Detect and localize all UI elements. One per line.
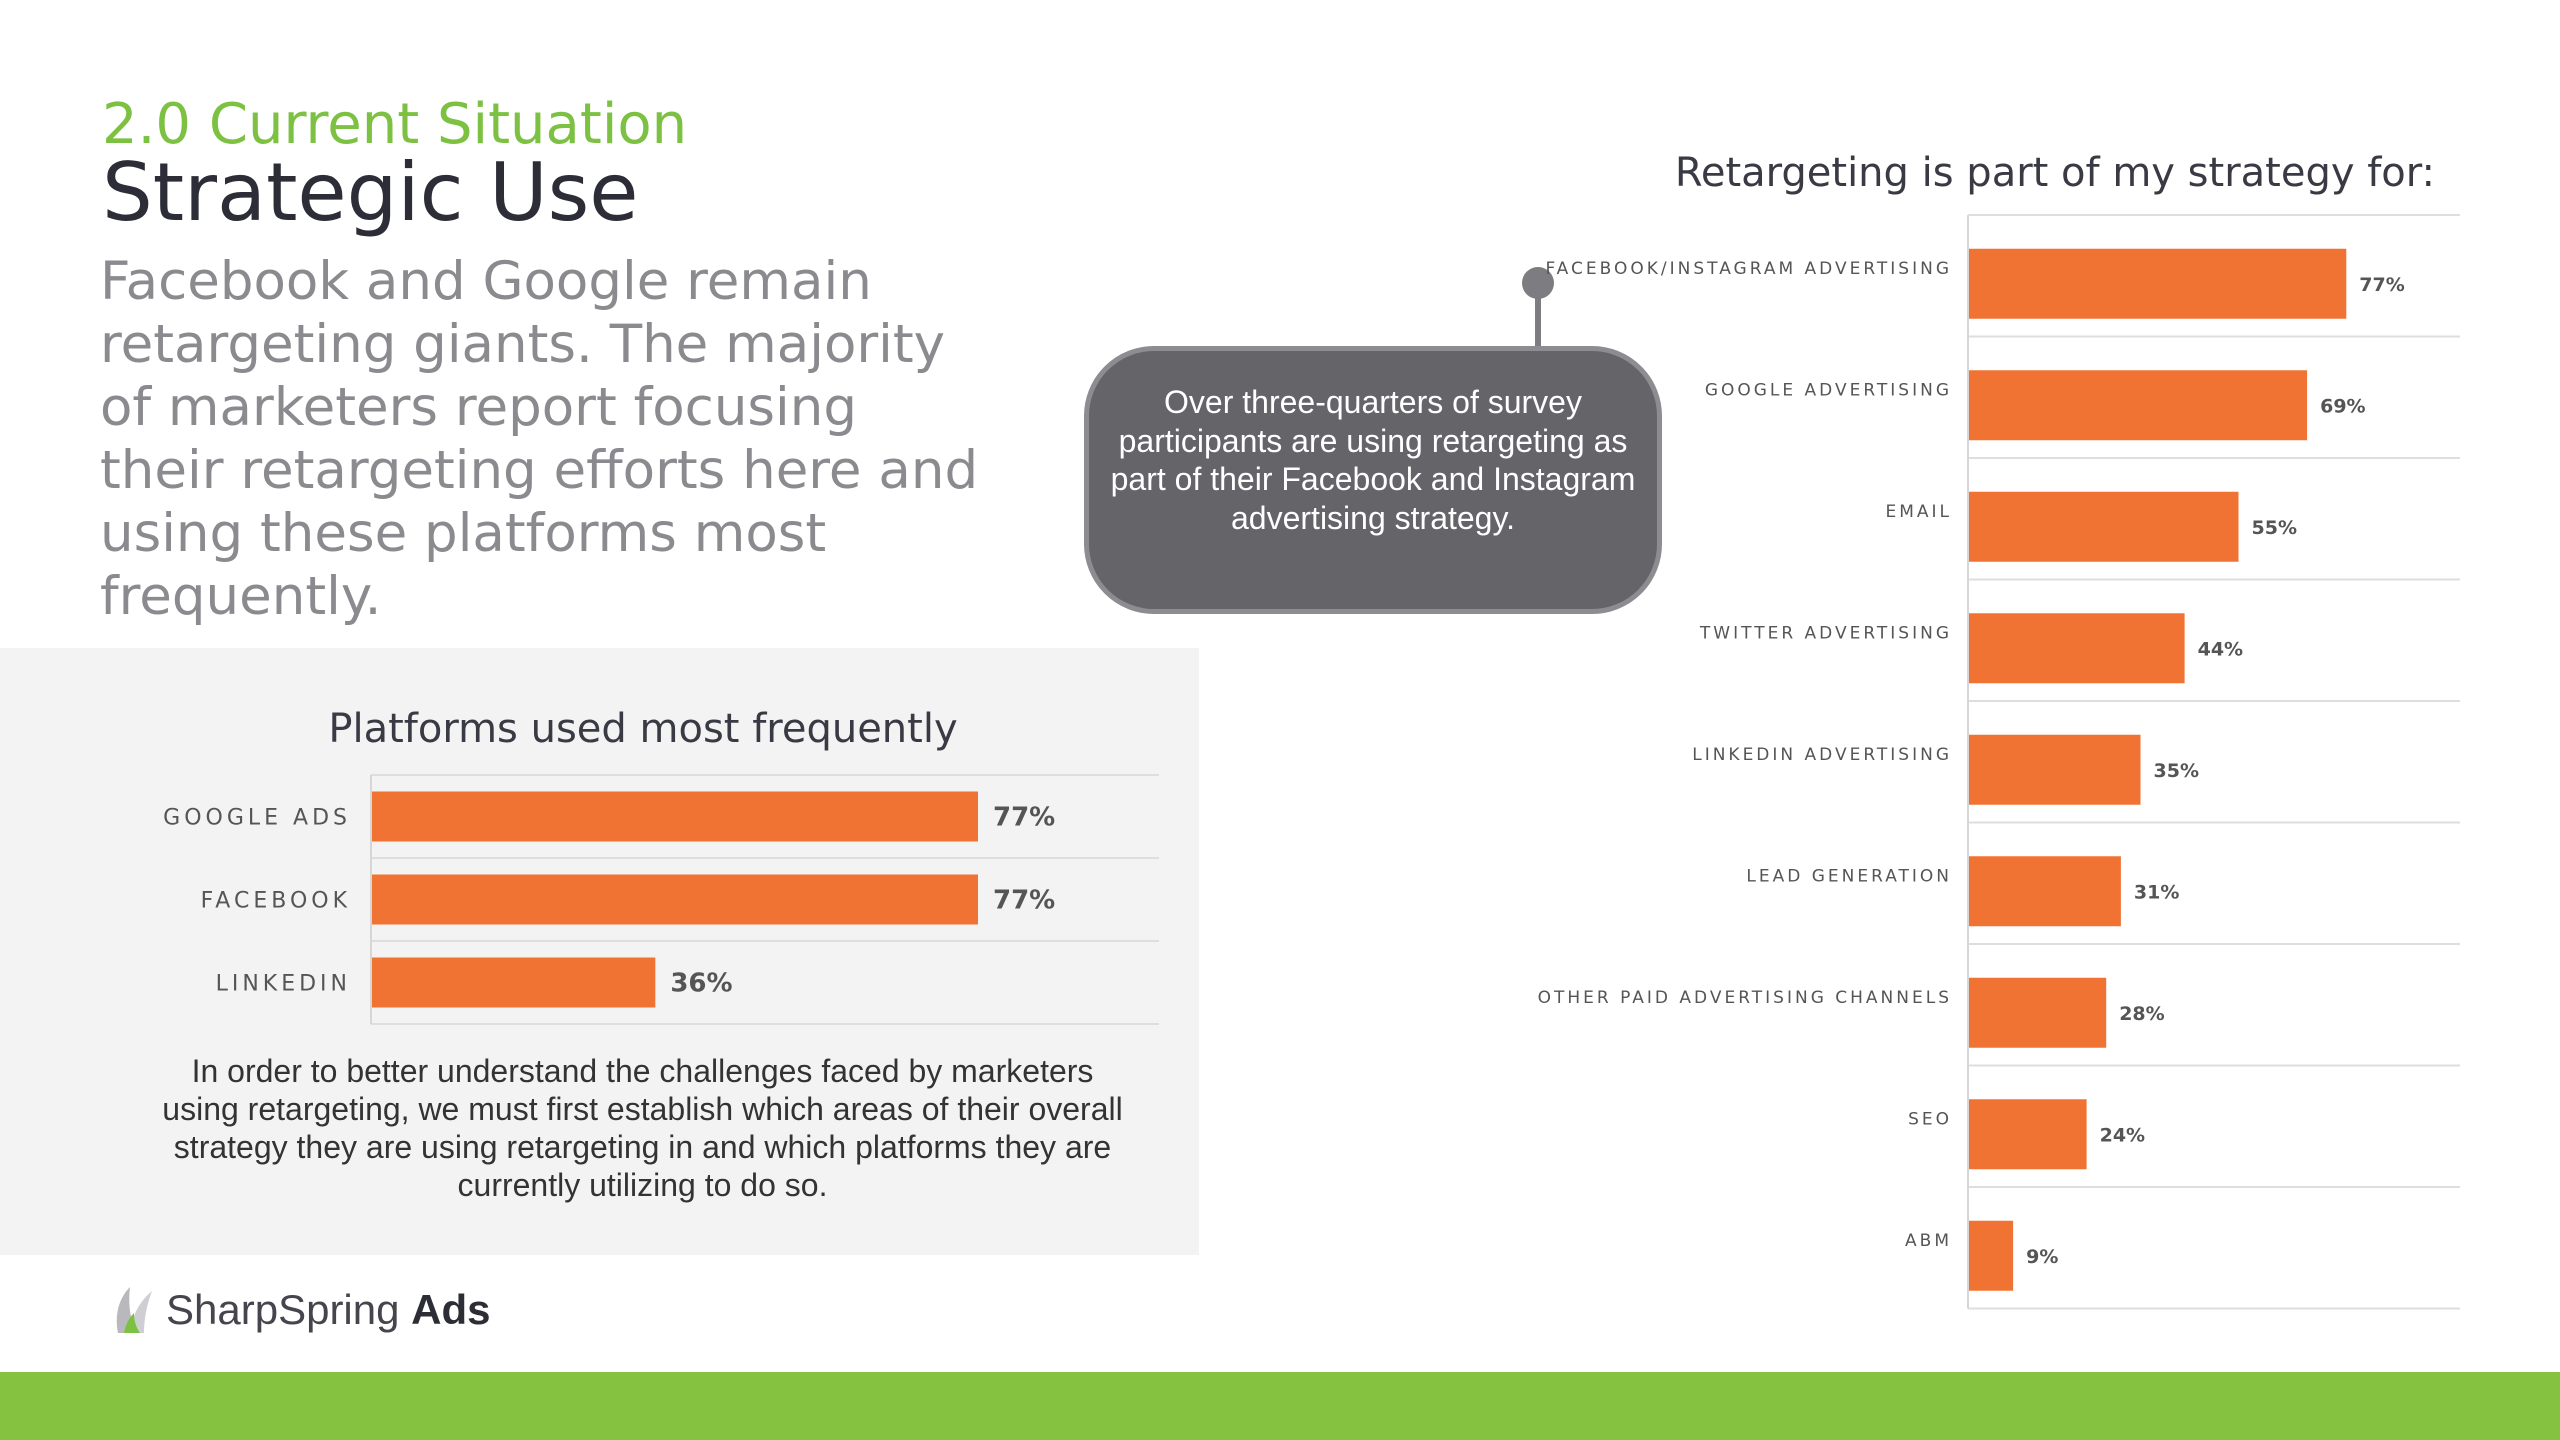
platforms-panel bbox=[0, 648, 1199, 1255]
bar bbox=[1969, 248, 2347, 319]
bar bbox=[1969, 1220, 2014, 1291]
footer-bar bbox=[0, 1372, 2560, 1440]
panel-note: In order to better understand the challe… bbox=[162, 1053, 1123, 1203]
category-label: LEAD GENERATION bbox=[1746, 866, 1952, 886]
bar bbox=[1969, 370, 2308, 441]
category-label: OTHER PAID ADVERTISING CHANNELS bbox=[1538, 988, 1952, 1008]
category-label: GOOGLE ADS bbox=[163, 806, 351, 831]
value-label: 36% bbox=[670, 969, 732, 999]
section-label: 2.0 Current Situation bbox=[102, 92, 688, 157]
strategy-chart: FACEBOOK/INSTAGRAM ADVERTISING 77% GOOGLE … bbox=[1538, 214, 2460, 1310]
sharpspring-leaf-icon bbox=[116, 1287, 152, 1333]
platforms-chart-title: Platforms used most frequently bbox=[328, 706, 958, 752]
callout-box bbox=[1084, 346, 1662, 614]
platforms-chart: GOOGLE ADS 77% FACEBOOK 77% LINKEDIN 36% bbox=[163, 774, 1159, 1025]
value-label: 77% bbox=[993, 803, 1055, 833]
category-label: EMAIL bbox=[1885, 502, 1952, 522]
bar bbox=[372, 874, 978, 925]
strategy-chart-title: Retargeting is part of my strategy for: bbox=[1674, 150, 2435, 196]
category-label: TWITTER ADVERTISING bbox=[1699, 623, 1952, 643]
value-label: 9% bbox=[2026, 1246, 2058, 1268]
category-label: FACEBOOK/INSTAGRAM ADVERTISING bbox=[1545, 259, 1952, 279]
value-label: 77% bbox=[2359, 274, 2404, 296]
value-label: 69% bbox=[2320, 395, 2365, 417]
value-label: 35% bbox=[2154, 760, 2199, 782]
bar bbox=[372, 791, 978, 842]
category-label: SEO bbox=[1908, 1109, 1952, 1129]
intro-paragraph: Facebook and Google remain retargeting g… bbox=[100, 251, 979, 627]
bar bbox=[1969, 1099, 2087, 1170]
category-label: ABM bbox=[1905, 1231, 1952, 1251]
bar bbox=[1969, 734, 2141, 805]
value-label: 24% bbox=[2100, 1124, 2145, 1146]
category-label: FACEBOOK bbox=[201, 889, 351, 914]
bar bbox=[1969, 977, 2107, 1048]
callout-pointer-stem bbox=[1535, 292, 1541, 348]
callout-text: Over three-quarters of survey participan… bbox=[1110, 384, 1636, 536]
logo-text: SharpSpring Ads bbox=[166, 1286, 491, 1333]
bar bbox=[1969, 613, 2185, 684]
bar bbox=[1969, 491, 2239, 562]
logo: SharpSpring Ads bbox=[110, 1282, 491, 1338]
category-label: LINKEDIN ADVERTISING bbox=[1692, 745, 1952, 765]
value-label: 55% bbox=[2252, 517, 2297, 539]
bar bbox=[372, 957, 656, 1008]
value-label: 28% bbox=[2119, 1003, 2164, 1025]
page-title: Strategic Use bbox=[102, 146, 639, 239]
category-label: GOOGLE ADVERTISING bbox=[1705, 380, 1952, 400]
value-label: 44% bbox=[2198, 638, 2243, 660]
bar bbox=[1969, 856, 2121, 927]
value-label: 77% bbox=[993, 886, 1055, 916]
category-label: LINKEDIN bbox=[216, 972, 351, 997]
value-label: 31% bbox=[2134, 881, 2179, 903]
